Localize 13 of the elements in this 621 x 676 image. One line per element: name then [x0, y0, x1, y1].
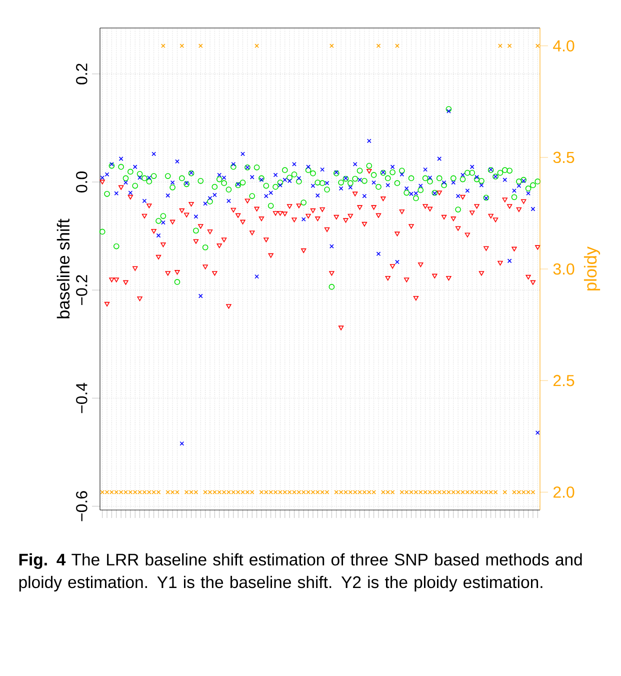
- y-tick-label: 0.2: [76, 64, 88, 84]
- y2-tick-label: 3.5: [553, 152, 574, 164]
- y-tick-label: −0.4: [76, 382, 88, 414]
- y2-tick-label: 2.0: [553, 486, 574, 498]
- y2-tick-label: 3.0: [553, 263, 574, 275]
- y-tick-label: −0.2: [76, 275, 88, 306]
- y-axis-title: baseline shift: [56, 218, 70, 318]
- y2-tick-label: 2.5: [553, 374, 574, 386]
- y-tick-label: −0.6: [76, 491, 88, 522]
- y-tick-label: 0.0: [76, 172, 88, 192]
- text: Fig. 4 The LRR baseline shift estimation of three SNP based methods and ploidy estimation. Y1 is the baseline shift. Y2 is the ploidy estimation.: [19, 553, 582, 592]
- y2-axis-title: ploidy: [584, 246, 600, 290]
- y2-tick-label: 4.0: [553, 40, 574, 52]
